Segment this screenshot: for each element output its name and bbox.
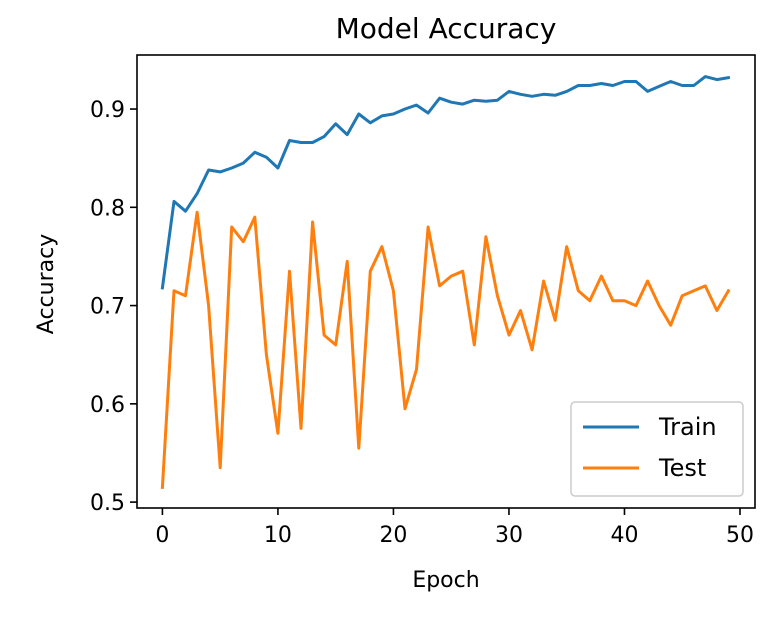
x-axis-title: Epoch [412,568,479,593]
plot-area [136,54,756,509]
plot-frame [136,54,756,509]
legend-box [570,401,744,497]
y-tick-label: 0.8 [90,196,125,221]
series-line-train [160,75,731,290]
x-tick-label: 0 [155,523,169,548]
legend: Train Test [570,401,744,497]
x-tick-label: 20 [379,523,407,548]
x-tick-label: 50 [726,523,754,548]
y-tick-label: 0.7 [90,295,125,320]
y-tick-label: 0.6 [90,393,125,418]
series-line-test [160,210,731,489]
x-tick-label: 40 [610,523,638,548]
y-tick-label: 0.9 [90,98,125,123]
y-axis-title: Accuracy [34,234,59,334]
x-axis: 0 10 20 30 40 50 [155,508,754,548]
legend-label-train: Train [658,413,717,441]
y-axis: 0.5 0.6 0.7 0.8 0.9 [90,98,137,516]
x-tick-label: 10 [264,523,292,548]
chart-title: Model Accuracy [336,12,557,45]
y-tick-label: 0.5 [90,491,125,516]
x-tick-label: 30 [495,523,523,548]
legend-label-test: Test [658,454,706,482]
